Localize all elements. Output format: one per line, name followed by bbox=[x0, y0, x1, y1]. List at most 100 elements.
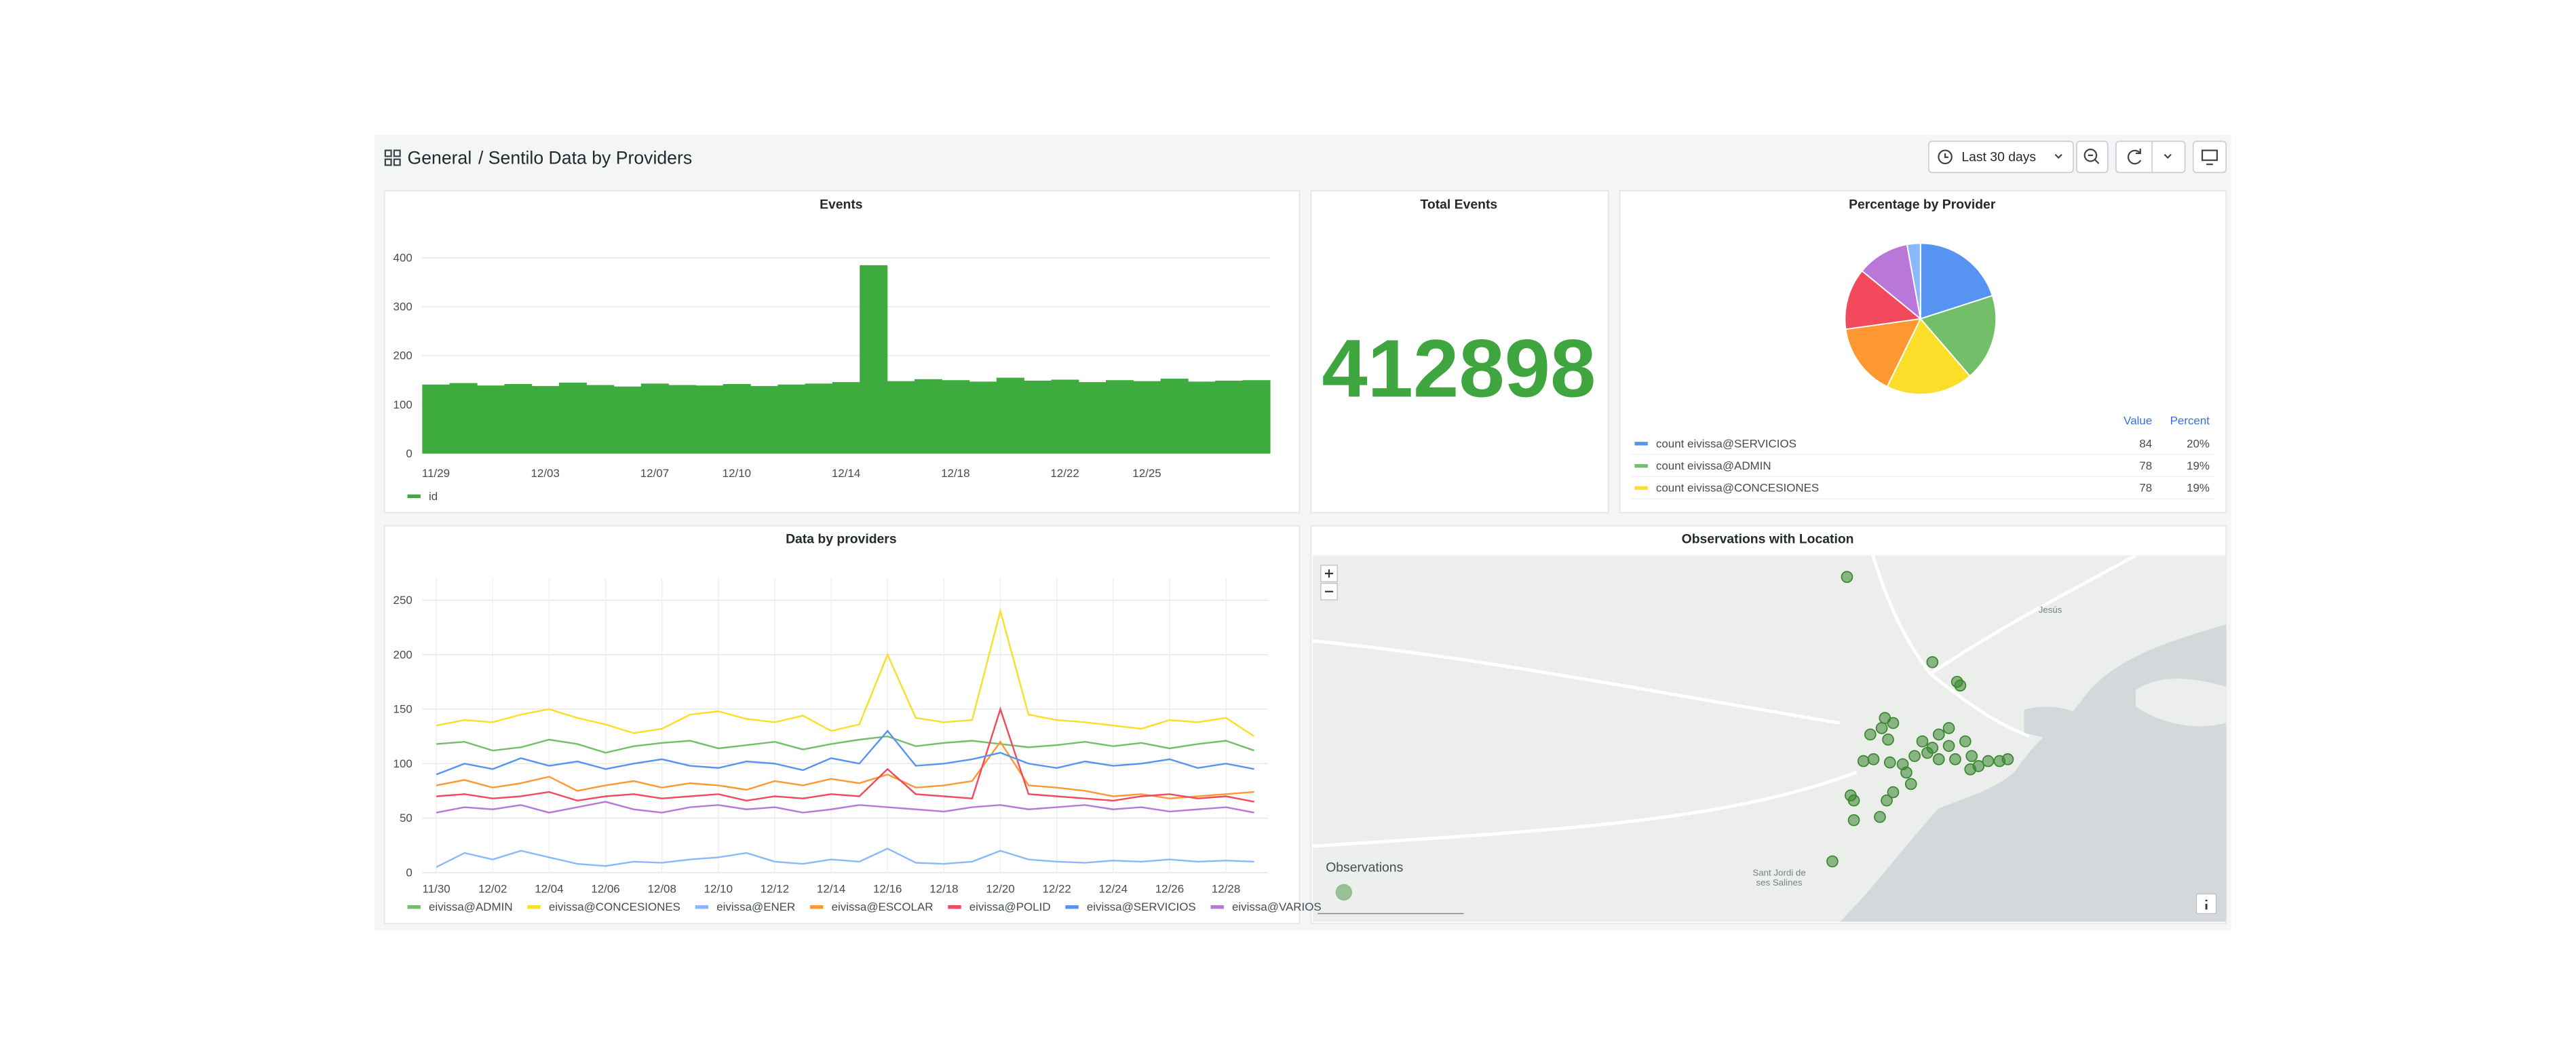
bar bbox=[750, 385, 779, 454]
observation bbox=[1921, 746, 1934, 759]
time-picker[interactable]: Last 30 days bbox=[1928, 140, 2074, 174]
legend-percent: 19% bbox=[2187, 482, 2210, 495]
bar bbox=[504, 383, 533, 454]
observation bbox=[1965, 750, 1978, 762]
bar bbox=[558, 382, 587, 454]
chevron bbox=[2164, 153, 2172, 159]
bar bbox=[476, 385, 505, 454]
legend-label: count eivissa@CONCESIONES bbox=[1656, 482, 1819, 495]
dashboard-icon[interactable] bbox=[384, 149, 401, 166]
bar bbox=[1133, 381, 1161, 454]
x-tick-label: 12/06 bbox=[591, 883, 619, 896]
icon bbox=[2088, 154, 2100, 164]
x-tick-label: 12/08 bbox=[647, 883, 676, 896]
bar bbox=[422, 384, 450, 454]
legend-label: eivissa@ENER bbox=[716, 900, 795, 913]
dashboard-title: / Sentilo Data by Providers bbox=[478, 147, 692, 168]
x-tick-label: 12/22 bbox=[1042, 883, 1071, 896]
bar bbox=[1024, 380, 1052, 454]
legend-percent: 20% bbox=[2187, 437, 2210, 450]
legend-value: 78 bbox=[2139, 482, 2152, 495]
zoom-out-button[interactable] bbox=[2075, 140, 2109, 174]
legend-value: 78 bbox=[2139, 459, 2152, 472]
observation bbox=[1857, 755, 1870, 767]
x-tick-label: 12/16 bbox=[873, 883, 902, 896]
observation bbox=[1904, 778, 1917, 791]
observation bbox=[1841, 571, 1853, 584]
attribution-button[interactable] bbox=[2196, 893, 2217, 915]
bar bbox=[996, 377, 1024, 454]
breadcrumb-folder[interactable]: General bbox=[408, 147, 472, 168]
time-range[interactable]: Last 30 days bbox=[1961, 149, 2036, 164]
y-tick-label: 200 bbox=[393, 648, 412, 661]
button[interactable] bbox=[2192, 140, 2227, 174]
x-tick-label: 12/18 bbox=[941, 467, 969, 480]
bar bbox=[1078, 382, 1107, 454]
chevron bbox=[2054, 153, 2062, 159]
bar bbox=[1215, 380, 1244, 454]
bar bbox=[586, 385, 615, 454]
series-line bbox=[436, 848, 1254, 868]
button[interactable] bbox=[2115, 140, 2186, 174]
icon bbox=[2083, 149, 2098, 162]
series-line bbox=[436, 607, 1255, 738]
observation bbox=[1982, 755, 1995, 767]
bar bbox=[777, 384, 806, 454]
x-tick-label: 12/20 bbox=[986, 883, 1014, 896]
observation bbox=[1932, 753, 1945, 765]
bar bbox=[805, 383, 833, 454]
x-tick-label: 12/12 bbox=[761, 883, 789, 896]
legend-percent: 19% bbox=[2187, 459, 2210, 472]
y-tick-label: 100 bbox=[393, 398, 412, 411]
bar bbox=[531, 385, 560, 454]
panel bbox=[383, 190, 1301, 514]
zoom-control[interactable] bbox=[1320, 565, 1338, 601]
series-line bbox=[436, 735, 1255, 754]
place-label: Sant Jordi de bbox=[1752, 867, 1805, 877]
x-tick-label: 12/10 bbox=[723, 467, 751, 480]
legend-label: count eivissa@SERVICIOS bbox=[1656, 437, 1796, 450]
tv-mode-button[interactable] bbox=[2192, 140, 2227, 174]
bar bbox=[640, 383, 669, 454]
y-tick-label: 150 bbox=[393, 703, 412, 716]
legend-label: eivissa@VARIOS bbox=[1232, 900, 1322, 913]
observation bbox=[2001, 753, 2014, 765]
observation bbox=[1887, 717, 1900, 729]
x-tick-label: 12/07 bbox=[640, 467, 669, 480]
button[interactable] bbox=[2075, 140, 2109, 174]
x-tick-label: 12/28 bbox=[1212, 883, 1240, 896]
x-tick-label: 12/14 bbox=[817, 883, 845, 896]
land bbox=[2136, 679, 2227, 727]
pie-slice bbox=[1886, 318, 1971, 396]
bar bbox=[1051, 379, 1079, 454]
observation bbox=[1867, 753, 1880, 765]
legend-label: count eivissa@ADMIN bbox=[1656, 459, 1771, 472]
x-tick-label: 12/25 bbox=[1132, 467, 1161, 480]
observation bbox=[1908, 750, 1921, 762]
road bbox=[1312, 555, 2137, 848]
x-tick-label: 12/04 bbox=[535, 883, 563, 896]
y-tick-label: 300 bbox=[393, 301, 412, 314]
refresh-button[interactable] bbox=[2115, 140, 2186, 174]
legend-label: eivissa@POLID bbox=[969, 900, 1051, 913]
y-tick-label: 400 bbox=[393, 251, 412, 264]
bar bbox=[1160, 379, 1189, 454]
x-tick-label: 12/24 bbox=[1099, 883, 1128, 896]
x-tick-label: 12/22 bbox=[1050, 467, 1079, 480]
bar bbox=[969, 381, 997, 454]
sea bbox=[1840, 624, 2227, 922]
x-tick-label: 12/10 bbox=[704, 883, 733, 896]
pie-slice bbox=[1844, 269, 1923, 330]
button[interactable] bbox=[1928, 140, 2074, 174]
bar bbox=[695, 385, 724, 454]
y-tick-label: 100 bbox=[393, 757, 412, 770]
observation bbox=[1882, 734, 1894, 746]
pie-slice bbox=[1845, 318, 1922, 388]
map-legend-marker bbox=[1335, 884, 1353, 901]
observation bbox=[1932, 728, 1945, 741]
clock-icon bbox=[1944, 153, 1948, 158]
pie-slice bbox=[1906, 242, 1921, 319]
bar bbox=[1106, 380, 1134, 454]
series-line bbox=[436, 729, 1254, 776]
